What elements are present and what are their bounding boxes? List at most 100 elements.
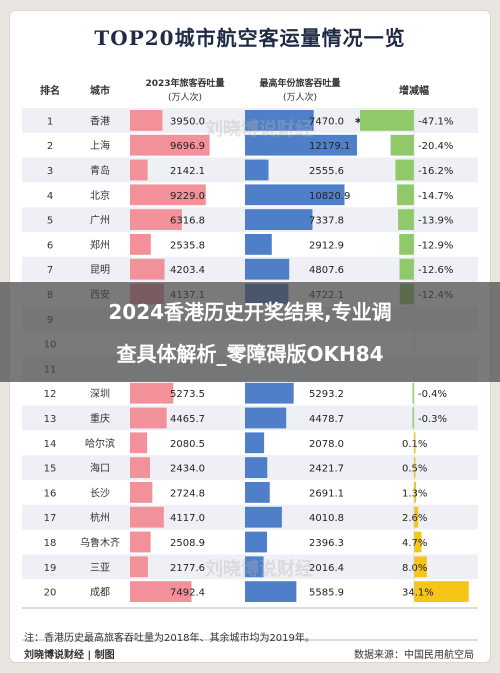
bar-peak <box>245 407 287 429</box>
city-cell: 广州 <box>90 215 110 227</box>
bar-2023 <box>130 382 174 404</box>
overlay-text-line1: 2024香港历史开奖结果,专业调 <box>108 300 392 324</box>
value-peak-label: 2078.0 <box>309 439 344 450</box>
value-2023-label: 9696.9 <box>170 141 205 152</box>
bar-peak <box>245 457 268 478</box>
bar-peak <box>245 531 268 553</box>
city-cell: 成都 <box>90 587 110 599</box>
bar-change <box>414 482 417 503</box>
value-peak-label: 2555.6 <box>309 166 344 177</box>
header-rank: 排名 <box>40 84 60 97</box>
bar-2023 <box>130 234 151 255</box>
city-cell: 哈尔滨 <box>85 437 115 450</box>
footer-author: 刘晓博说财经 | 制图 <box>24 650 115 661</box>
change-label: 1.3% <box>402 488 427 499</box>
bar-peak <box>245 581 297 602</box>
rank-cell: 7 <box>47 265 53 276</box>
header-city: 城市 <box>90 84 110 97</box>
bar-peak <box>245 506 282 528</box>
value-2023-label: 9229.0 <box>170 191 205 202</box>
change-label: 0.5% <box>402 464 427 475</box>
change-label: -0.3% <box>418 414 447 425</box>
bar-peak <box>245 258 290 280</box>
rank-cell: 16 <box>44 488 57 499</box>
bar-2023 <box>130 184 206 206</box>
value-peak-label: 5585.9 <box>309 588 344 599</box>
value-2023-label: 5273.5 <box>170 389 205 400</box>
footer-source: 数据来源：中国民用航空局 <box>354 650 474 661</box>
rank-cell: 14 <box>44 439 57 450</box>
value-2023-label: 6316.8 <box>170 216 205 227</box>
value-peak-label: 10820.9 <box>309 191 350 202</box>
bar-2023 <box>130 110 163 131</box>
value-peak-label: 7470.0 <box>309 116 344 127</box>
change-label: 34.1% <box>402 588 434 599</box>
bar-change <box>414 432 416 454</box>
bar-peak <box>245 556 264 578</box>
value-2023-label: 2177.6 <box>170 563 205 574</box>
change-label: -47.1% <box>418 116 453 127</box>
value-2023-label: 3950.0 <box>170 116 205 127</box>
bar-peak <box>245 234 272 255</box>
bar-2023 <box>130 159 148 181</box>
value-peak-label: 2691.1 <box>309 488 344 499</box>
promo-overlay-banner <box>0 282 500 382</box>
bar-2023 <box>130 407 167 429</box>
bar-peak <box>245 482 270 503</box>
change-label: 0.1% <box>402 439 427 450</box>
rank-cell: 4 <box>47 191 53 202</box>
value-2023-label: 2535.8 <box>170 240 205 251</box>
bar-change <box>414 556 427 578</box>
value-peak-label: 2396.3 <box>309 538 344 549</box>
rank-cell: 20 <box>44 588 57 599</box>
peak-star-marker: * <box>355 115 362 129</box>
value-peak-label: 2421.7 <box>309 464 344 475</box>
rank-cell: 2 <box>47 141 53 152</box>
city-cell: 深圳 <box>90 388 110 400</box>
watermark-top: 刘晓博说财经 <box>205 119 313 140</box>
bar-2023 <box>130 258 165 280</box>
bar-change <box>390 134 414 156</box>
bar-change <box>399 258 414 280</box>
bar-change <box>414 531 422 553</box>
bar-2023 <box>130 134 210 156</box>
value-2023-label: 4117.0 <box>170 513 205 524</box>
change-label: -13.9% <box>418 216 453 227</box>
value-2023-label: 4465.7 <box>170 414 205 425</box>
bar-peak <box>245 209 313 230</box>
city-cell: 海口 <box>90 462 110 475</box>
bar-peak <box>245 382 294 404</box>
header-2023: 2023年旅客吞吐量 <box>145 77 224 89</box>
value-2023-label: 7492.4 <box>170 588 205 599</box>
city-cell: 香港 <box>90 115 110 127</box>
rank-cell: 13 <box>44 414 57 425</box>
value-2023-label: 2724.8 <box>170 488 205 499</box>
change-label: 2.6% <box>402 513 427 524</box>
rank-cell: 17 <box>44 513 57 524</box>
bar-change <box>398 209 414 230</box>
bar-2023 <box>130 581 192 602</box>
city-cell: 三亚 <box>90 563 110 574</box>
value-peak-label: 2912.9 <box>309 240 344 251</box>
change-label: 4.7% <box>402 538 427 549</box>
bar-2023 <box>130 432 148 454</box>
city-cell: 杭州 <box>90 511 110 524</box>
rank-cell: 6 <box>47 240 53 251</box>
value-2023-label: 2508.9 <box>170 538 205 549</box>
value-peak-label: 4010.8 <box>309 513 344 524</box>
bar-change <box>360 110 414 131</box>
rank-cell: 1 <box>47 116 53 127</box>
bar-2023 <box>130 457 150 478</box>
bar-change <box>412 382 414 404</box>
watermark-bottom: 刘晓博说财经 <box>205 559 313 580</box>
value-peak-label: 12179.1 <box>309 141 350 152</box>
rank-cell: 12 <box>44 389 57 400</box>
bar-peak <box>245 432 265 454</box>
bar-peak <box>245 110 314 131</box>
value-peak-label: 4807.6 <box>309 265 344 276</box>
city-cell: 北京 <box>90 189 110 202</box>
rank-cell: 3 <box>47 166 53 177</box>
bar-change <box>399 234 414 255</box>
chart-title: TOP20城市航空客运量情况一览 <box>94 26 406 50</box>
